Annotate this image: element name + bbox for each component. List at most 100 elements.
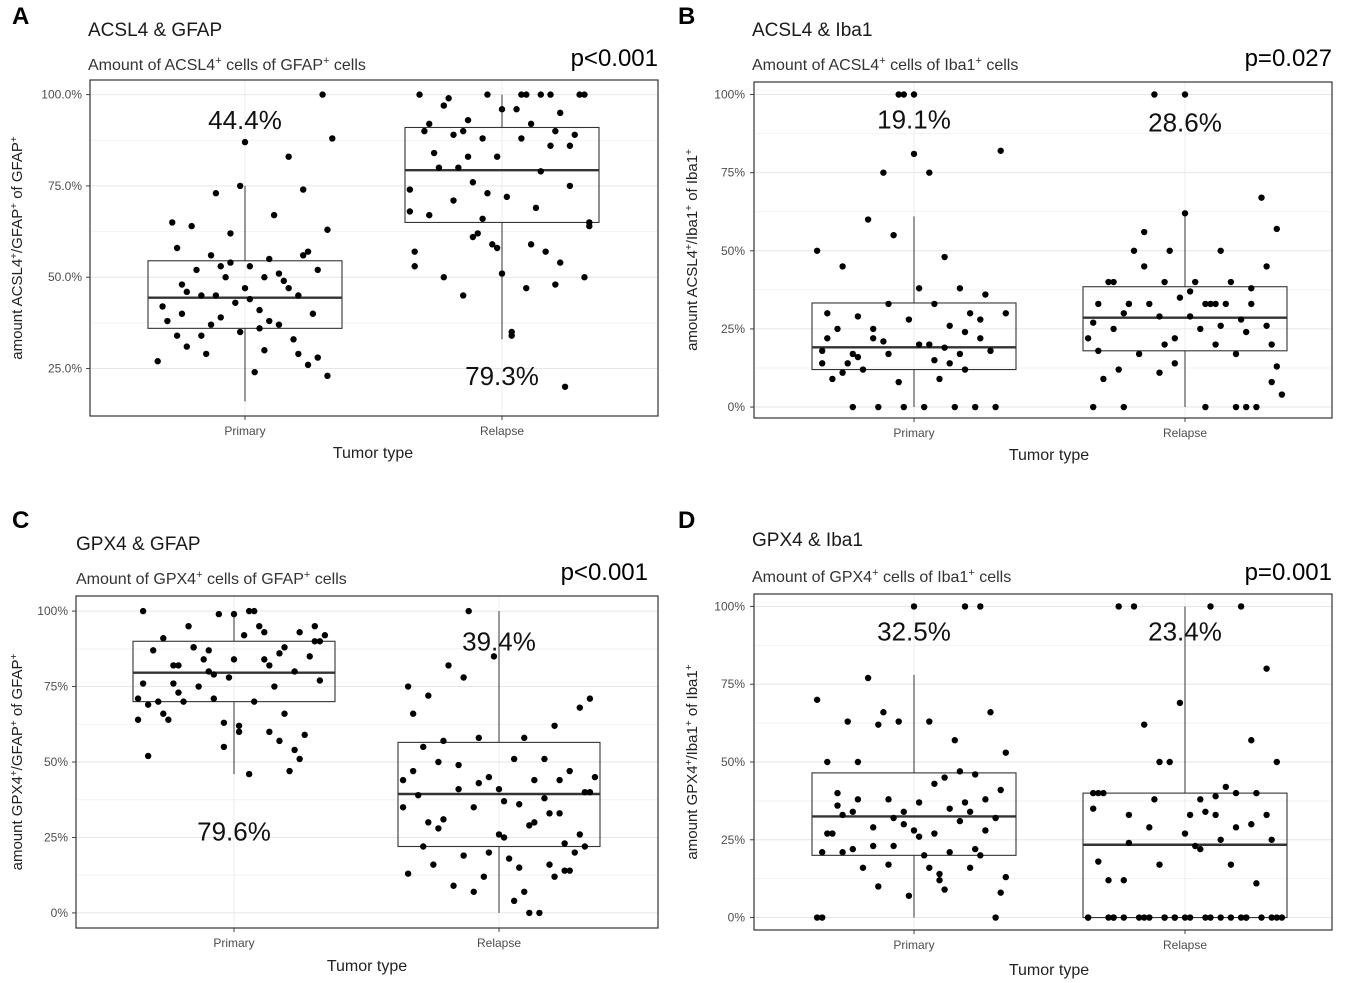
data-point [1171, 914, 1179, 921]
text-part: amount ACSL4 [684, 250, 701, 351]
data-point [498, 106, 506, 113]
panel-letter: C [12, 507, 29, 534]
y-tick-label: 100% [37, 604, 68, 618]
data-point [251, 368, 258, 376]
data-point [1243, 328, 1250, 336]
data-point [518, 135, 525, 142]
y-tick-label: 0% [728, 400, 746, 414]
data-point [1248, 285, 1255, 292]
data-point [834, 325, 841, 333]
text-part: + [304, 569, 310, 581]
data-point [1263, 322, 1270, 329]
data-point [576, 91, 583, 98]
text-part: of Iba1 [684, 155, 701, 205]
data-point [1268, 914, 1275, 921]
text-part: Amount of GPX4 [76, 571, 196, 588]
data-point [430, 149, 438, 157]
data-point [1192, 842, 1199, 850]
data-point [571, 849, 578, 856]
data-point [542, 248, 549, 255]
data-point [251, 698, 258, 705]
data-point [1130, 247, 1138, 254]
data-point [1217, 914, 1224, 921]
data-point [966, 310, 974, 317]
data-point [541, 755, 548, 763]
data-point [266, 662, 273, 669]
data-point [1212, 341, 1219, 348]
data-point [1105, 877, 1112, 884]
data-point [561, 867, 568, 874]
y-tick-label: 25.0% [48, 362, 82, 376]
data-point [1248, 300, 1255, 308]
data-point [426, 211, 433, 219]
data-point [956, 285, 964, 292]
data-point [1135, 350, 1143, 358]
data-point [139, 607, 147, 615]
data-point [516, 801, 523, 808]
data-point [170, 680, 177, 687]
data-point [936, 870, 943, 878]
data-point [1176, 699, 1184, 707]
y-tick-label: 75% [721, 677, 745, 691]
text-part: cells [982, 57, 1018, 74]
data-point [1202, 808, 1209, 815]
text-part: of Iba1 [684, 670, 701, 720]
data-point [819, 849, 826, 856]
plot-background [90, 80, 658, 416]
data-point [890, 814, 897, 822]
data-point [1232, 350, 1240, 358]
data-point [824, 335, 831, 342]
data-point [910, 150, 918, 158]
data-point [134, 716, 142, 723]
data-point [304, 248, 312, 255]
data-point [1171, 335, 1179, 342]
data-point [895, 718, 902, 725]
data-point [1212, 793, 1219, 800]
data-point [311, 622, 318, 630]
data-point [1125, 811, 1133, 819]
data-point [291, 746, 298, 754]
data-point [236, 328, 244, 336]
x-axis-label: Tumor type [333, 445, 413, 462]
data-point [1110, 914, 1117, 921]
text-part: + [9, 203, 20, 209]
data-point [295, 292, 302, 299]
y-tick-label: 25% [721, 833, 745, 847]
data-point [586, 695, 594, 702]
data-point [518, 91, 525, 98]
data-point [261, 629, 268, 636]
data-point [854, 796, 862, 803]
y-axis-label: amount GPX4+/Iba1+ of Iba1+ [684, 664, 702, 859]
data-point [1273, 914, 1281, 921]
data-point [245, 770, 253, 778]
data-point [256, 622, 263, 630]
median-annotation: 79.3% [465, 361, 539, 391]
data-point [547, 91, 554, 98]
y-tick-label: 75% [44, 680, 68, 694]
text-part: cells of Iba1 [879, 569, 969, 586]
text-part: /Iba1 [684, 726, 701, 759]
data-point [557, 109, 564, 117]
data-point [926, 864, 933, 871]
plot-area: 0% 25% 50% 75% 100% [714, 594, 1332, 930]
data-point [1090, 403, 1097, 411]
data-point [880, 169, 887, 176]
data-point [921, 403, 928, 411]
data-point [926, 718, 933, 725]
data-point [316, 638, 324, 645]
data-point [854, 353, 862, 361]
data-point [475, 734, 482, 742]
data-point [895, 91, 902, 98]
data-point [1171, 360, 1179, 367]
box-relapse: Relapse [1082, 603, 1288, 952]
data-point [1084, 914, 1092, 921]
y-tick-label: 75% [721, 166, 745, 180]
data-point [165, 716, 172, 723]
x-tick-label: Primary [893, 426, 934, 440]
p-value: p<0.001 [571, 45, 658, 72]
data-point [870, 335, 877, 342]
data-point [316, 677, 324, 684]
data-point [521, 888, 528, 895]
data-point [1227, 278, 1235, 286]
